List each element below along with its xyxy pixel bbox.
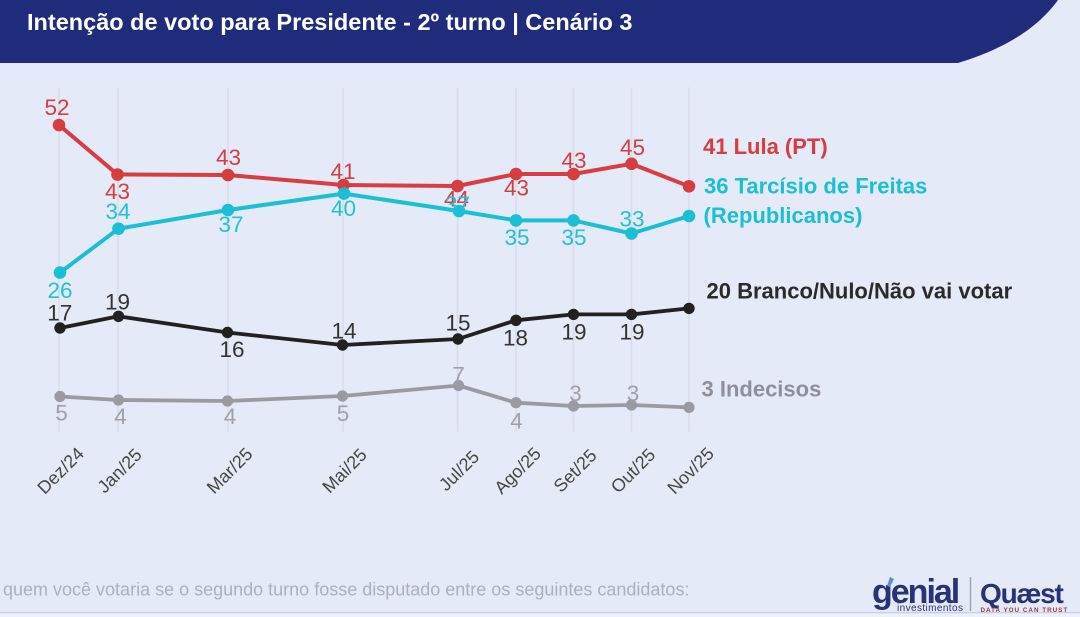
svg-text:41: 41 xyxy=(330,159,355,184)
svg-text:19: 19 xyxy=(561,320,586,345)
svg-text:17: 17 xyxy=(47,301,72,326)
svg-text:Quæst: Quæst xyxy=(980,578,1064,609)
svg-text:35: 35 xyxy=(504,225,529,250)
svg-text:quem você votaria se o segundo: quem você votaria se o segundo turno fos… xyxy=(3,580,689,600)
svg-text:genial: genial xyxy=(872,573,959,611)
svg-text:7: 7 xyxy=(452,363,465,388)
svg-text:18: 18 xyxy=(503,326,528,351)
svg-text:34: 34 xyxy=(105,199,130,224)
svg-text:36 Tarcísio de Freitas: 36 Tarcísio de Freitas xyxy=(704,174,927,199)
svg-text:4: 4 xyxy=(114,404,127,429)
svg-text:3 Indecisos: 3 Indecisos xyxy=(702,377,822,402)
svg-text:41 Lula (PT): 41 Lula (PT) xyxy=(703,134,828,159)
svg-text:investimentos: investimentos xyxy=(897,603,963,614)
svg-text:52: 52 xyxy=(44,95,69,120)
svg-text:19: 19 xyxy=(619,320,644,345)
svg-text:16: 16 xyxy=(219,337,244,362)
svg-text:Intenção de voto para Presiden: Intenção de voto para Presidente - 2º tu… xyxy=(27,9,632,35)
svg-text:20 Branco/Nulo/Não vai votar: 20 Branco/Nulo/Não vai votar xyxy=(707,279,1013,304)
svg-text:37: 37 xyxy=(445,192,470,217)
svg-text:43: 43 xyxy=(561,148,586,173)
svg-text:37: 37 xyxy=(218,212,243,237)
svg-text:4: 4 xyxy=(510,409,523,434)
svg-text:33: 33 xyxy=(619,207,644,232)
svg-text:DATA YOU CAN TRUST: DATA YOU CAN TRUST xyxy=(981,607,1069,614)
svg-text:35: 35 xyxy=(561,225,586,250)
svg-text:43: 43 xyxy=(105,179,130,204)
svg-text:45: 45 xyxy=(620,135,645,160)
svg-text:15: 15 xyxy=(445,311,470,336)
svg-text:(Republicanos): (Republicanos) xyxy=(704,203,863,228)
svg-text:5: 5 xyxy=(337,401,350,426)
svg-text:19: 19 xyxy=(105,290,130,315)
svg-text:3: 3 xyxy=(569,381,582,406)
svg-text:26: 26 xyxy=(47,278,72,303)
svg-text:43: 43 xyxy=(216,145,241,170)
svg-text:5: 5 xyxy=(55,401,68,426)
svg-text:14: 14 xyxy=(331,319,356,344)
svg-text:3: 3 xyxy=(627,381,640,406)
svg-text:40: 40 xyxy=(331,196,356,221)
svg-text:4: 4 xyxy=(224,404,237,429)
svg-text:43: 43 xyxy=(504,176,529,201)
